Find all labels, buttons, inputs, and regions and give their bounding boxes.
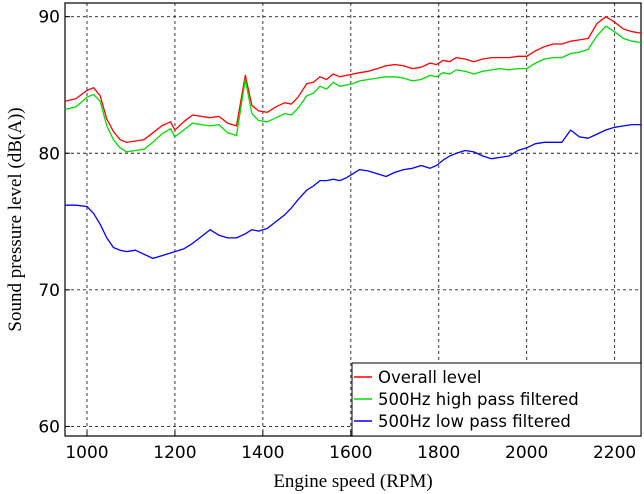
y-axis-label: Sound pressure level (dB(A)) xyxy=(5,107,26,331)
x-tick-label: 1400 xyxy=(241,443,284,463)
grid-lines xyxy=(65,3,641,436)
series-lines xyxy=(64,16,642,260)
y-tick-label: 80 xyxy=(38,144,60,164)
x-axis-label: Engine speed (RPM) xyxy=(273,471,432,492)
x-tick-label: 2200 xyxy=(593,443,636,463)
x-tick-label: 2000 xyxy=(505,443,548,463)
x-tick-label: 1800 xyxy=(417,443,460,463)
legend-box xyxy=(351,362,642,437)
y-tick-label: 60 xyxy=(38,417,60,437)
legend-label-high-pass: 500Hz high pass filtered xyxy=(378,390,579,409)
series-line-low-pass xyxy=(65,123,641,260)
series-line-overall xyxy=(64,16,642,143)
legend-label-low-pass: 500Hz low pass filtered xyxy=(378,412,571,431)
x-tick-label: 1600 xyxy=(329,443,372,463)
legend: Overall level 500Hz high pass filtered 5… xyxy=(351,362,642,437)
y-tick-label: 90 xyxy=(38,8,60,28)
legend-label-overall: Overall level xyxy=(378,368,481,387)
x-tick-label: 1200 xyxy=(153,443,196,463)
y-tick-label: 70 xyxy=(38,281,60,301)
x-tick-label: 1000 xyxy=(65,443,108,463)
axis-ticks: 1000 1200 1400 1600 1800 2000 2200 60 70 80 90 xyxy=(38,8,636,463)
series-line-high-pass xyxy=(64,25,642,153)
